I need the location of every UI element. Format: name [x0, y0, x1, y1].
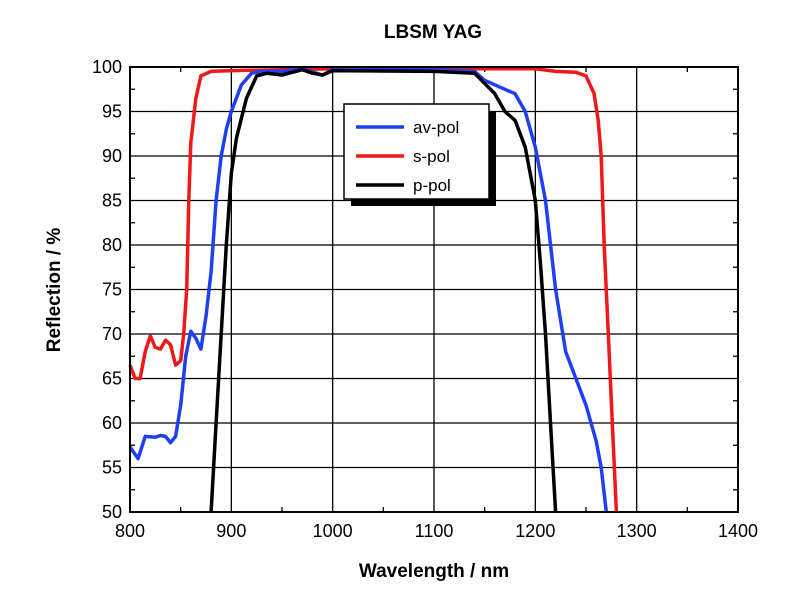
y-tick-label: 95 [102, 102, 122, 122]
series-lines [128, 67, 619, 513]
series-line-av-pol [128, 67, 609, 513]
series-line-s-pol [128, 67, 619, 513]
y-tick-label: 65 [102, 369, 122, 389]
legend: av-pol s-pol p-pol [343, 103, 496, 206]
ticks: 800 900 1000 1100 1200 1300 1400 50 55 60 65 70 75 80… [92, 57, 758, 541]
y-tick-label: 90 [102, 146, 122, 166]
y-tick-label: 55 [102, 458, 122, 478]
legend-label-s-pol: s-pol [413, 147, 450, 166]
x-tick-label: 1200 [515, 521, 555, 541]
series-line-p-pol [209, 67, 558, 513]
y-tick-label: 70 [102, 324, 122, 344]
x-tick-label: 1000 [313, 521, 353, 541]
x-tick-label: 1400 [718, 521, 758, 541]
y-axis-label: Reflection / % [44, 228, 65, 353]
x-tick-label: 900 [216, 521, 246, 541]
chart-title: LBSM YAG [384, 22, 482, 43]
x-tick-label: 1300 [617, 521, 657, 541]
y-tick-label: 80 [102, 235, 122, 255]
y-tick-label: 85 [102, 191, 122, 211]
y-tick-label: 60 [102, 413, 122, 433]
x-axis-label: Wavelength / nm [359, 561, 509, 582]
legend-label-p-pol: p-pol [413, 176, 451, 195]
x-tick-label: 800 [115, 521, 145, 541]
x-tick-label: 1100 [415, 521, 454, 541]
legend-label-av-pol: av-pol [413, 118, 459, 137]
y-tick-label: 75 [102, 280, 122, 300]
y-tick-label: 100 [92, 57, 122, 77]
y-tick-label: 50 [102, 502, 122, 522]
plot-frame [129, 66, 739, 513]
